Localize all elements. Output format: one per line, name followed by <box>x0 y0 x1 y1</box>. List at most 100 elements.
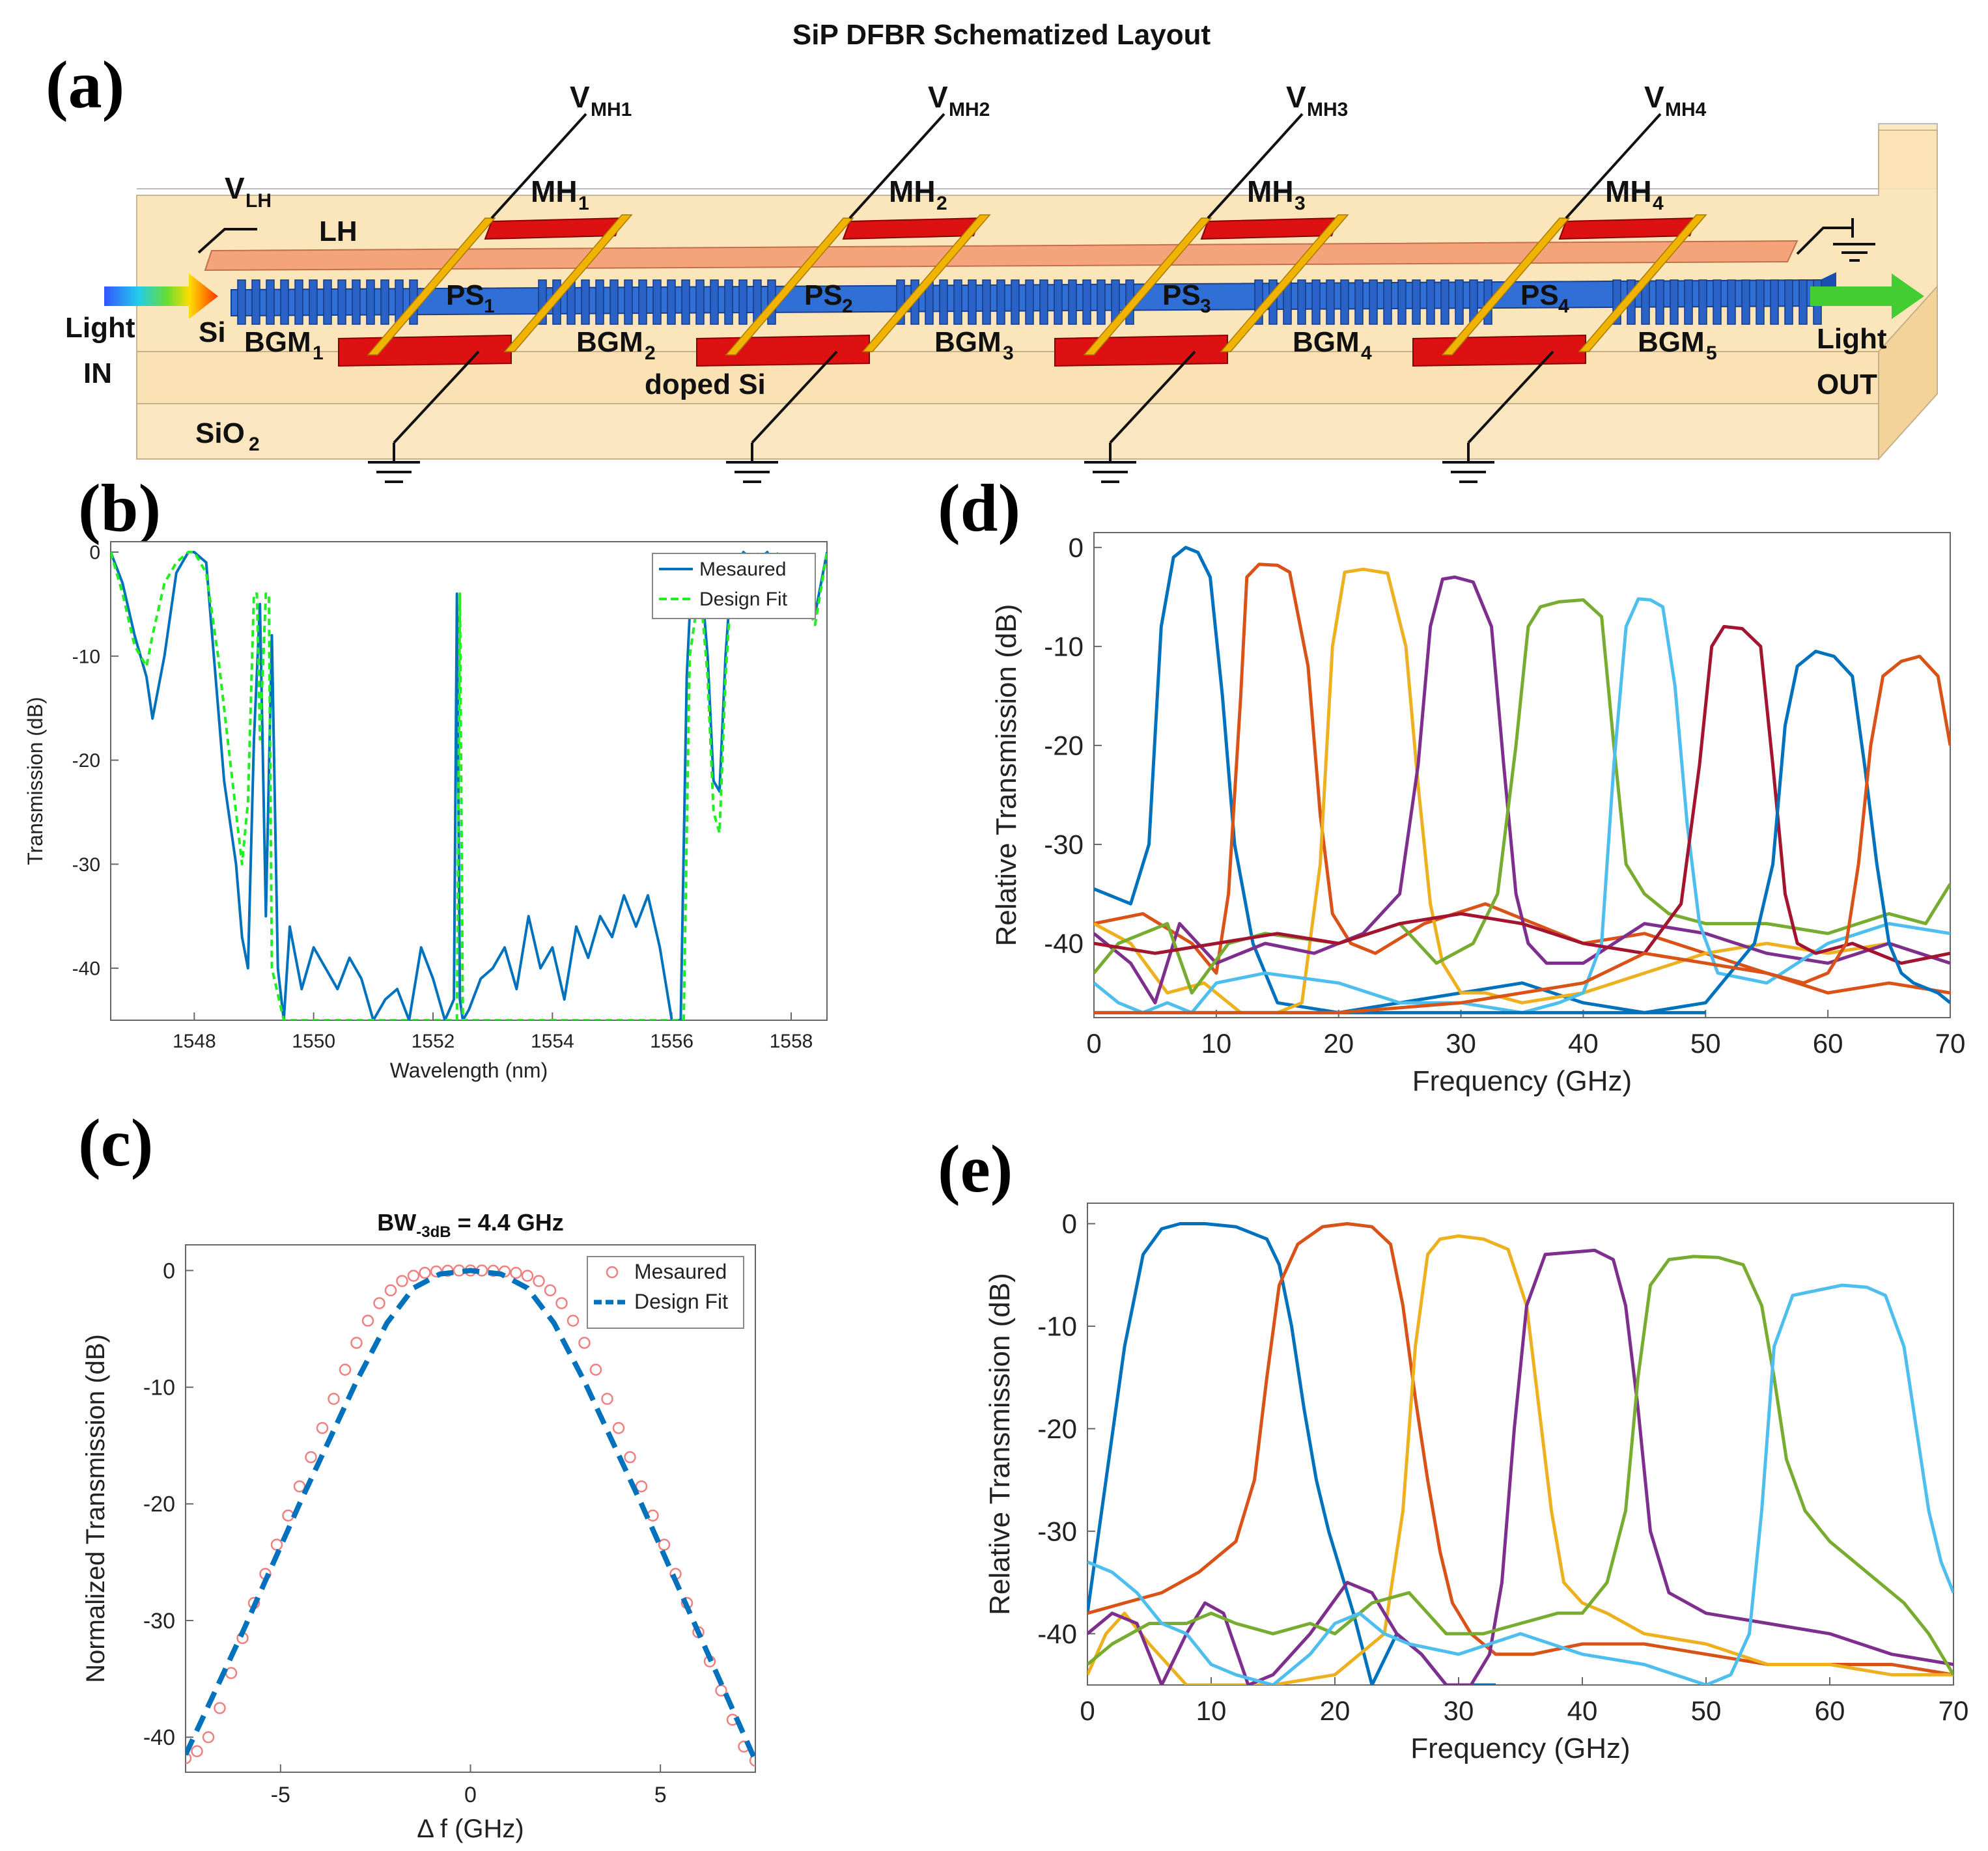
grating-tooth <box>695 279 705 325</box>
chart-e-ylabel: Relative Transmission (dB) <box>984 1273 1016 1615</box>
data-point <box>555 1297 568 1309</box>
grating-tooth <box>352 279 361 325</box>
ps-label: PS 4 <box>1520 279 1569 317</box>
vmh-wire <box>490 113 587 219</box>
svg-text:V: V <box>225 171 245 205</box>
chart-d-xtick-label: 20 <box>1323 1028 1354 1059</box>
data-point <box>373 1297 385 1309</box>
chart-e-series-ch3 <box>1087 1234 1953 1685</box>
grating-tooth <box>1354 279 1364 325</box>
chart-b-ylabel: Transmission (dB) <box>23 697 47 865</box>
light-out-label-2: OUT <box>1817 369 1877 400</box>
grating-tooth <box>251 279 260 325</box>
data-point <box>328 1393 340 1405</box>
grating-tooth <box>609 279 619 325</box>
grating-tooth <box>1440 279 1449 325</box>
chart-b-ytick-label: -40 <box>72 958 100 980</box>
doped-si-label: doped Si <box>645 369 766 400</box>
chart-d: (d) 0 10 20 30 40 50 60 70 0 -10 -20 -30 -40 Frequency… <box>938 471 1965 1097</box>
chart-d-data <box>1094 546 1950 1014</box>
svg-text:4: 4 <box>1361 342 1372 364</box>
chart-e-xtick-label: 20 <box>1320 1695 1351 1726</box>
data-point <box>544 1284 557 1297</box>
data-point <box>361 1315 374 1327</box>
chart-b-plot-area <box>110 541 828 1021</box>
legend-swatch <box>606 1266 619 1279</box>
chart-c-series-design-fit <box>186 1268 755 1762</box>
grating-tooth <box>953 279 962 325</box>
chart-d-xtick-label: 60 <box>1813 1028 1843 1059</box>
light-in-label-1: Light <box>65 312 135 344</box>
legend-entry: Design Fit <box>634 1290 728 1313</box>
chart-d-series-ch2 <box>1094 563 1950 995</box>
chart-e-ytick-label: 0 <box>1062 1208 1077 1239</box>
chart-b-ytick-label: 0 <box>89 542 100 563</box>
svg-text:PS: PS <box>446 279 484 311</box>
chart-e-xlabel: Frequency (GHz) <box>1410 1733 1630 1764</box>
ground-wire <box>1109 350 1196 444</box>
data-point <box>635 1480 648 1493</box>
chart-e-series-ch4 <box>1087 1248 1953 1685</box>
mh-bottom-block <box>338 334 512 367</box>
svg-text:2: 2 <box>249 434 260 455</box>
chart-b-ytick-label: -10 <box>72 646 100 667</box>
svg-text:1: 1 <box>484 296 495 317</box>
grating-tooth <box>1326 279 1335 325</box>
mh-bottom-block <box>1054 334 1228 367</box>
svg-text:2: 2 <box>842 296 853 317</box>
grating-tooth <box>1025 279 1034 325</box>
ground-wire <box>1467 350 1554 444</box>
svg-text:2: 2 <box>936 193 947 214</box>
mh-label: MH 3 <box>1247 174 1306 214</box>
grating-tooth <box>1054 279 1063 325</box>
grating-tooth <box>681 279 690 325</box>
grating-tooth <box>968 279 977 325</box>
contact-strip <box>1578 214 1707 352</box>
ground-symbol <box>1442 443 1494 483</box>
chart-d-series-ch9 <box>1094 654 1950 1014</box>
grating-tooth <box>1799 279 1808 325</box>
grating-tooth <box>667 279 676 325</box>
contact-strip <box>503 214 633 352</box>
data-point <box>419 1266 431 1279</box>
panel-b-letter: (b) <box>78 471 161 546</box>
chart-e-series-ch2 <box>1087 1222 1953 1677</box>
data-point <box>487 1264 499 1277</box>
mh-top-block <box>842 217 981 240</box>
chart-d-xtick-label: 30 <box>1446 1028 1476 1059</box>
chart-b-xtick-label: 1550 <box>292 1031 335 1052</box>
grating-tooth <box>1756 279 1765 325</box>
grating-tooth <box>1713 279 1722 325</box>
grating-tooth <box>266 279 275 325</box>
chart-e-ytick-label: -20 <box>1037 1413 1077 1444</box>
vmh-label: V MH3 <box>1286 80 1348 120</box>
mh-label: MH 1 <box>531 174 589 214</box>
chart-e-xtick-label: 70 <box>1939 1695 1969 1726</box>
svg-text:PS: PS <box>1520 279 1559 311</box>
light-in-arrow <box>104 273 218 319</box>
panel-a-letter: (a) <box>46 48 124 122</box>
vlh-wire <box>197 228 257 254</box>
grating-tooth <box>1698 279 1707 325</box>
svg-text:V: V <box>1644 80 1664 114</box>
data-point <box>407 1270 420 1282</box>
chart-c-xlabel: Δ f (GHz) <box>417 1815 524 1843</box>
ps-label: PS 3 <box>1162 279 1211 317</box>
data-point <box>191 1745 203 1757</box>
grating-tooth <box>1369 279 1378 325</box>
svg-text:MH: MH <box>889 174 936 208</box>
grating-tooth <box>996 279 1005 325</box>
svg-text:MH: MH <box>531 174 578 208</box>
chart-b-xtick-label: 1558 <box>770 1031 813 1052</box>
chart-d-series-ch8 <box>1094 649 1950 1014</box>
grating-tooth <box>1039 279 1048 325</box>
chart-b-ytick-label: -20 <box>72 750 100 772</box>
grating-tooth <box>337 279 346 325</box>
data-point <box>339 1363 352 1376</box>
charts: (b) 1548 1550 1552 1554 1556 1558 0 -10 -20 -30 -40… <box>23 471 1968 1843</box>
svg-text:BGM: BGM <box>1293 326 1360 358</box>
grating-tooth <box>1741 279 1750 325</box>
chart-e-xtick-label: 40 <box>1567 1695 1598 1726</box>
grating-tooth <box>982 279 991 325</box>
